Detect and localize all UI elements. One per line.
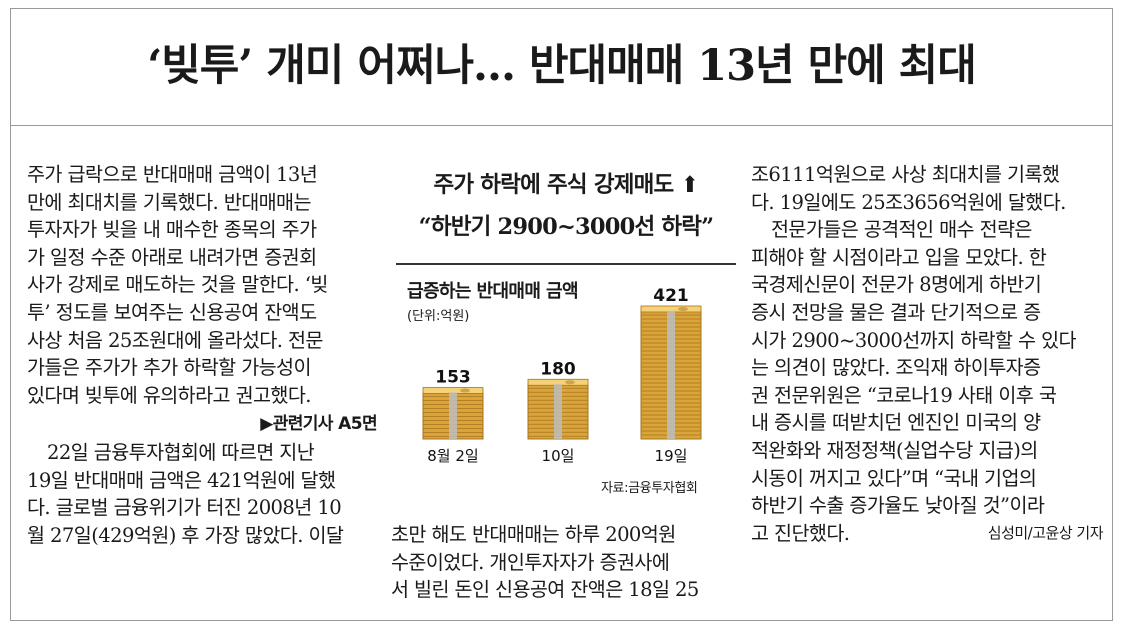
- column-1: 주가 급락으로 반대매매 금액이 13년 만에 최대치를 기록했다. 반대매매는…: [27, 161, 378, 549]
- bar-1: [422, 387, 484, 440]
- text-line: 만에 최대치를 기록했다. 반대매매는: [27, 190, 312, 214]
- column-2: 초만 해도 반대매매는 하루 200억원 수준이었다. 개인투자자가 증권사에 …: [391, 521, 741, 604]
- headline-divider: [11, 125, 1112, 126]
- text-line: 사상 처음 25조원대에 올라섰다. 전문: [27, 328, 323, 352]
- text-line: 하반기 수출 증가율도 낮아질 것”이라: [751, 494, 1045, 518]
- text-line: 서 빌린 돈인 신용공여 잔액은 18일 25: [391, 578, 699, 602]
- chart-unit: (단위:억원): [407, 309, 470, 324]
- text-line: 주가 급락으로 반대매매 금액이 13년: [27, 163, 318, 186]
- text-line: 국경제신문이 전문가 8명에게 하반기: [751, 273, 1042, 297]
- category-label: 19일: [655, 447, 688, 465]
- text-line: 조6111억원으로 사상 최대치를 기록했: [751, 163, 1060, 186]
- subheadline-2: “하반기 2900~3000선 하락”: [418, 214, 714, 240]
- text-line: 사가 강제로 매도하는 것을 말한다. ‘빚: [27, 273, 328, 297]
- chart-source: 자료:금융투자협회: [601, 481, 698, 496]
- byline: 심성미/고윤상 기자: [987, 523, 1104, 542]
- text-line: 있다며 빚투에 유의하라고 권고했다.: [27, 383, 312, 407]
- bar-3: [640, 305, 702, 440]
- chart-top-rule: [396, 263, 736, 265]
- closing-text: 고 진단했다.: [751, 521, 850, 545]
- text-line: 다. 19일에도 25조3656억원에 달했다.: [751, 190, 1066, 214]
- bar-value-label: 180: [540, 359, 576, 379]
- text-line: 투자자가 빚을 내 매수한 종목의 주가: [27, 218, 317, 242]
- bar-value-label: 421: [653, 286, 689, 306]
- bar-chart: 153 8월 2일 180 10일 421 19일: [422, 286, 702, 465]
- column-3: 조6111억원으로 사상 최대치를 기록했 다. 19일에도 25조3656억원…: [751, 161, 1104, 548]
- text-line: 고 진단했다. 심성미/고윤상 기자: [751, 520, 1104, 548]
- chart-title: 급증하는 반대매매 금액: [407, 281, 579, 302]
- category-label: 10일: [542, 447, 575, 465]
- text-line: 월 27일(429억원) 후 가장 많았다. 이달: [27, 523, 344, 547]
- text-line: 19일 반대매매 금액은 421억원에 달했: [27, 468, 336, 492]
- text-line: 수준이었다. 개인투자자가 증권사에: [391, 550, 670, 574]
- text-line: 는 의견이 많았다. 조익재 하이투자증: [751, 356, 1041, 380]
- category-label: 8월 2일: [427, 447, 478, 465]
- text-line: 시가 2900~3000선까지 하락할 수 있다: [751, 328, 1077, 352]
- text-line: 가들은 주가가 추가 하락할 가능성이: [27, 356, 312, 380]
- text-line: 가 일정 수준 아래로 내려가면 증권회: [27, 245, 317, 269]
- bar-value-label: 153: [435, 367, 471, 387]
- text-line: 투’ 정도를 보여주는 신용공여 잔액도: [27, 300, 317, 324]
- text-line: 증시 전망을 물은 결과 단기적으로 증: [751, 300, 1041, 324]
- text-line: 피해야 할 시점이라고 입을 모았다. 한: [751, 245, 1047, 269]
- text-line: 다. 글로벌 금융위기가 터진 2008년 10: [27, 496, 342, 520]
- text-line: 적완화와 재정정책(실업수당 지급)의: [751, 438, 1038, 462]
- subheadline-1: 주가 하락에 주식 강제매도 ⬆: [433, 172, 699, 198]
- bar-2: [527, 378, 589, 440]
- text-line: 내 증시를 떠받치던 엔진인 미국의 양: [751, 411, 1041, 435]
- text-line: 권 전문위원은 “코로나19 사태 이후 국: [751, 383, 1057, 407]
- headline: ‘빚투’ 개미 어쩌나… 반대매매 13년 만에 최대: [147, 41, 977, 91]
- text-line: 초만 해도 반대매매는 하루 200억원: [391, 523, 676, 546]
- text-line: 전문가들은 공격적인 매수 전략은: [771, 218, 1032, 242]
- related-article-label: ▶관련기사 A5면: [260, 414, 377, 435]
- related-article-link[interactable]: ▶관련기사 A5면: [27, 409, 377, 439]
- article-page: ‘빚투’ 개미 어쩌나… 반대매매 13년 만에 최대 주가 급락으로 반대매매…: [10, 8, 1113, 621]
- text-line: 시동이 꺼지고 있다”며 “국내 기업의: [751, 466, 1037, 490]
- text-line: 22일 금융투자협회에 따르면 지난: [47, 440, 315, 464]
